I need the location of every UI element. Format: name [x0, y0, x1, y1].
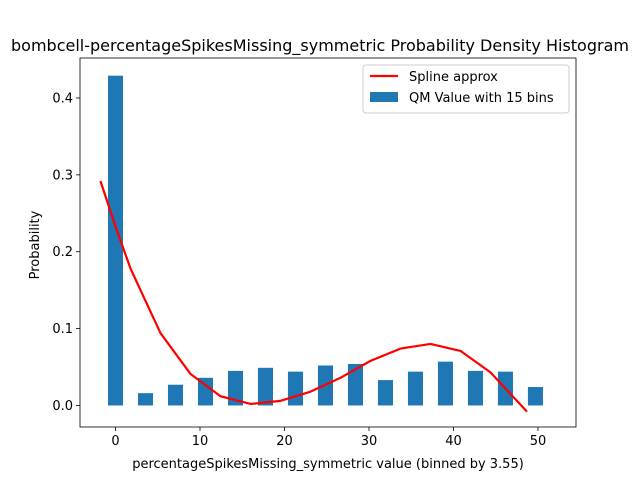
x-tick-label: 50 [530, 434, 547, 449]
legend-bars-swatch [370, 92, 398, 102]
spline-layer [99, 180, 528, 413]
plot-frame [79, 57, 577, 428]
histogram-bar [227, 370, 243, 406]
y-tick-label: 0.4 [52, 91, 73, 106]
legend-spline-label: Spline approx [409, 70, 498, 85]
x-tick-label: 10 [192, 434, 209, 449]
histogram-bar [347, 363, 363, 406]
legend-bars-label: QM Value with 15 bins [409, 91, 554, 106]
histogram-bar [197, 377, 213, 406]
spline-line [99, 180, 528, 413]
legend: Spline approx QM Value with 15 bins [362, 64, 570, 114]
y-tick-label: 0.1 [52, 322, 73, 337]
histogram-bar [407, 371, 423, 406]
histogram-bar [377, 380, 393, 406]
x-axis-label: percentageSpikesMissing_symmetric value … [132, 457, 524, 472]
histogram-bar [107, 75, 124, 406]
x-tick-label: 20 [276, 434, 293, 449]
y-tick-label: 0.0 [52, 399, 73, 414]
histogram-bar [287, 371, 303, 406]
y-axis-ticks: 0.0 0.1 0.2 0.3 0.4 [52, 91, 80, 414]
histogram-bar [257, 367, 273, 406]
histogram-bar [437, 361, 453, 406]
histogram-bar [167, 384, 184, 406]
chart-title: bombcell-percentageSpikesMissing_symmetr… [11, 36, 629, 56]
y-tick-label: 0.2 [52, 245, 73, 260]
histogram-bar [527, 387, 543, 406]
legend-box [362, 64, 570, 114]
bars-layer [107, 75, 543, 406]
y-tick-label: 0.3 [52, 168, 73, 183]
y-axis-label: Probability [28, 210, 43, 279]
x-axis-ticks: 0 10 20 30 40 50 [111, 427, 546, 449]
x-tick-label: 40 [445, 434, 462, 449]
x-tick-label: 30 [361, 434, 378, 449]
x-tick-label: 0 [111, 434, 119, 449]
histogram-bar [137, 393, 154, 406]
histogram-bar [467, 370, 483, 406]
